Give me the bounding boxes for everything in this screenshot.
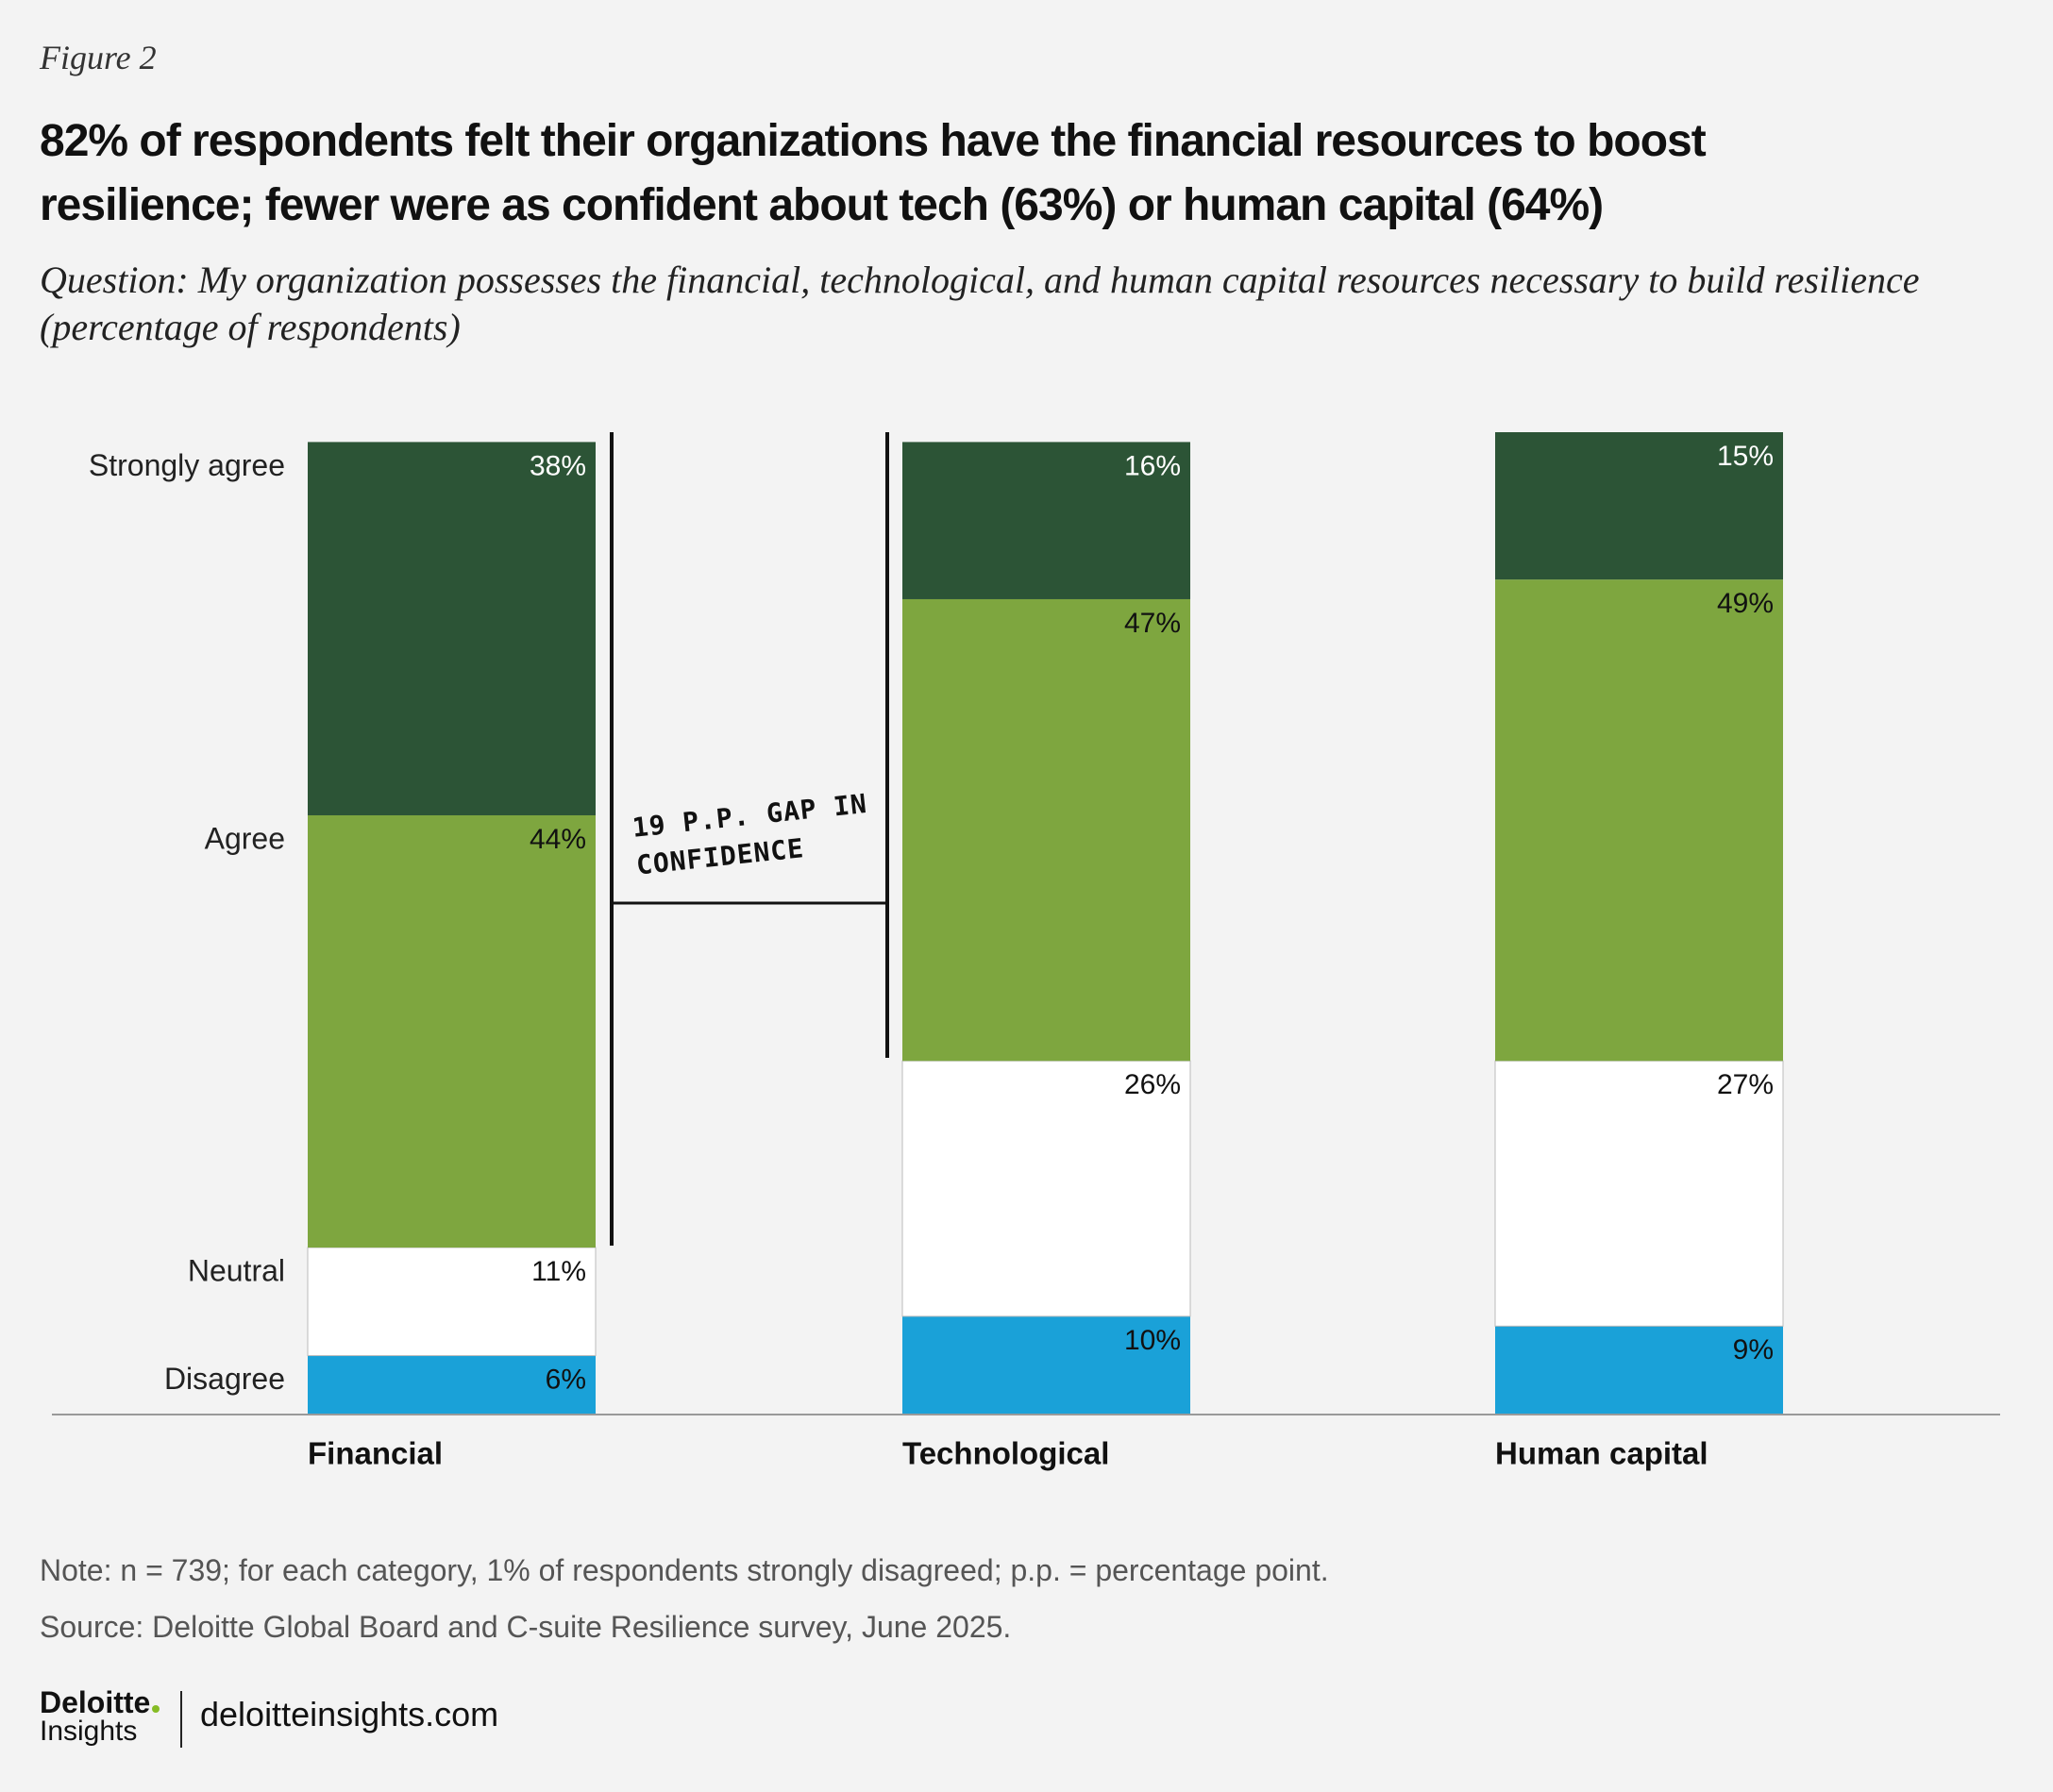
- source: Source: Deloitte Global Board and C-suit…: [40, 1610, 1012, 1644]
- value-label: 49%: [1717, 588, 1774, 619]
- bar-segment: [308, 442, 596, 815]
- brand: Deloitte: [40, 1685, 160, 1720]
- bar-segment: [902, 598, 1190, 1062]
- chart-title: 82% of respondents felt their organizati…: [40, 116, 1707, 230]
- x-tick-label: Financial: [308, 1436, 443, 1471]
- legend-label: Neutral: [188, 1253, 285, 1287]
- value-label: 38%: [530, 450, 586, 481]
- figure-label: Figure 2: [40, 39, 157, 76]
- value-label: 16%: [1124, 450, 1181, 481]
- bar-segment: [1495, 1326, 1783, 1415]
- brand-sub: Insights: [40, 1716, 138, 1747]
- value-label: 11%: [531, 1256, 586, 1287]
- value-label: 47%: [1124, 608, 1181, 639]
- bar-segment: [1495, 579, 1783, 1062]
- bar-segment: [1494, 1060, 1784, 1327]
- bar-segment: [307, 1247, 597, 1357]
- legend-label: Disagree: [164, 1362, 285, 1396]
- value-label: 26%: [1124, 1069, 1181, 1100]
- value-label: 15%: [1717, 441, 1774, 472]
- x-tick-label: Human capital: [1495, 1436, 1708, 1471]
- brand-text: Deloitte: [40, 1685, 151, 1719]
- url: deloitteinsights.com: [200, 1695, 499, 1733]
- note: Note: n = 739; for each category, 1% of …: [40, 1553, 1329, 1587]
- value-label: 6%: [546, 1364, 586, 1395]
- value-label: 9%: [1733, 1334, 1774, 1365]
- value-label: 10%: [1124, 1325, 1181, 1356]
- bar-segment: [902, 442, 1190, 599]
- chart: 6% Disagree 11% Neutral 44% Agree 38% Strongly …: [52, 432, 2000, 1471]
- brand-dot: [152, 1705, 160, 1713]
- legend-label: Strongly agree: [89, 448, 285, 482]
- divider: [180, 1691, 182, 1748]
- bar-segment: [1495, 432, 1783, 580]
- x-tick-label: Technological: [902, 1436, 1109, 1471]
- value-label: 27%: [1717, 1069, 1774, 1100]
- bar-segment: [902, 1315, 1190, 1415]
- value-label: 44%: [530, 824, 586, 855]
- bar-segment: [308, 1355, 596, 1415]
- bar-segment: [308, 814, 596, 1248]
- legend-label: Agree: [205, 821, 285, 855]
- chart-subtitle: Question: My organization possesses the …: [40, 259, 1920, 348]
- bar-segment: [901, 1060, 1191, 1317]
